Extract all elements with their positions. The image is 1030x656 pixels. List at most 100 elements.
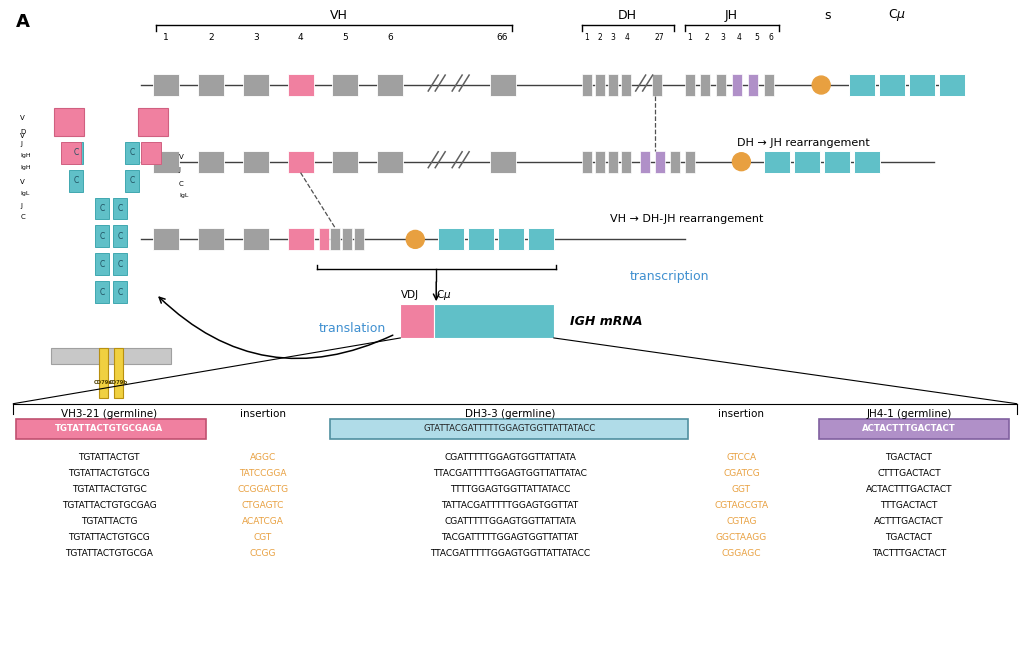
Text: 1: 1 (584, 33, 589, 42)
FancyBboxPatch shape (318, 228, 329, 251)
FancyBboxPatch shape (764, 151, 790, 173)
FancyBboxPatch shape (582, 74, 592, 96)
Text: D: D (21, 129, 26, 135)
Text: J: J (179, 167, 181, 173)
FancyBboxPatch shape (333, 74, 358, 96)
FancyBboxPatch shape (652, 74, 661, 96)
Text: insertion: insertion (718, 409, 764, 419)
Text: J: J (21, 203, 23, 209)
Text: GTATTACGATTTTTGGAGTGGTTATTATACC: GTATTACGATTTTTGGAGTGGTTATTATACC (424, 424, 596, 433)
Text: V: V (179, 154, 183, 159)
FancyBboxPatch shape (125, 142, 139, 164)
FancyBboxPatch shape (528, 228, 554, 251)
Text: C: C (21, 215, 25, 220)
Circle shape (732, 153, 751, 171)
FancyBboxPatch shape (819, 419, 1008, 438)
FancyBboxPatch shape (153, 74, 179, 96)
Text: ACTACTTTGACTACT: ACTACTTTGACTACT (865, 485, 952, 494)
FancyBboxPatch shape (354, 228, 365, 251)
FancyBboxPatch shape (16, 419, 206, 438)
Text: CGATTTTTGGAGTGGTTATTATA: CGATTTTTGGAGTGGTTATTATA (444, 453, 576, 462)
Text: TACGATTTTTGGAGTGGTTATTAT: TACGATTTTTGGAGTGGTTATTAT (442, 533, 579, 542)
Text: IGH mRNA: IGH mRNA (570, 314, 643, 327)
FancyBboxPatch shape (114, 348, 123, 398)
Text: JH: JH (725, 9, 737, 22)
Text: C: C (130, 148, 135, 157)
Text: IgL: IgL (179, 193, 188, 198)
FancyBboxPatch shape (198, 151, 224, 173)
Text: ACATCGA: ACATCGA (242, 517, 283, 525)
Text: C$\mu$: C$\mu$ (437, 288, 451, 302)
FancyBboxPatch shape (490, 151, 516, 173)
Text: VH3-21 (germline): VH3-21 (germline) (61, 409, 158, 419)
Text: VH → DH-JH rearrangement: VH → DH-JH rearrangement (610, 215, 763, 224)
Text: C: C (100, 260, 105, 269)
Text: J: J (21, 141, 23, 147)
FancyBboxPatch shape (908, 74, 935, 96)
Text: TACTTTGACTACT: TACTTTGACTACT (871, 548, 947, 558)
Text: transcription: transcription (629, 270, 710, 283)
Text: TGTATTACTGTGC: TGTATTACTGTGC (72, 485, 146, 494)
Text: C: C (179, 180, 183, 186)
FancyBboxPatch shape (61, 142, 81, 164)
FancyBboxPatch shape (854, 151, 880, 173)
FancyBboxPatch shape (141, 142, 161, 164)
Text: TATCCGGA: TATCCGGA (239, 469, 286, 478)
Text: TGTATTACTGTGCGA: TGTATTACTGTGCGA (65, 548, 153, 558)
Text: 1: 1 (687, 33, 692, 42)
FancyBboxPatch shape (95, 197, 109, 220)
FancyBboxPatch shape (594, 74, 605, 96)
FancyBboxPatch shape (670, 151, 680, 173)
Text: VH: VH (330, 9, 347, 22)
Text: V: V (21, 178, 25, 184)
Text: TGTATTACTGTGCGAG: TGTATTACTGTGCGAG (62, 501, 157, 510)
FancyBboxPatch shape (113, 197, 127, 220)
Text: TGACTACT: TGACTACT (886, 533, 932, 542)
Text: 2: 2 (597, 33, 603, 42)
FancyBboxPatch shape (95, 253, 109, 276)
Text: 2: 2 (208, 33, 213, 42)
Text: CGTAGCGTA: CGTAGCGTA (715, 501, 768, 510)
Text: 1: 1 (163, 33, 169, 42)
FancyBboxPatch shape (849, 74, 875, 96)
FancyBboxPatch shape (69, 170, 83, 192)
Text: 5: 5 (754, 33, 759, 42)
FancyBboxPatch shape (640, 151, 650, 173)
Text: C: C (117, 232, 123, 241)
FancyBboxPatch shape (153, 228, 179, 251)
FancyBboxPatch shape (55, 108, 84, 136)
FancyBboxPatch shape (685, 151, 694, 173)
FancyBboxPatch shape (113, 253, 127, 276)
FancyBboxPatch shape (287, 151, 313, 173)
Text: TTTGACTACT: TTTGACTACT (881, 501, 937, 510)
Text: DH → JH rearrangement: DH → JH rearrangement (737, 138, 870, 148)
FancyBboxPatch shape (764, 74, 775, 96)
FancyBboxPatch shape (468, 228, 494, 251)
FancyBboxPatch shape (939, 74, 965, 96)
Text: 4: 4 (736, 33, 742, 42)
FancyBboxPatch shape (621, 151, 630, 173)
Text: CGATCG: CGATCG (723, 469, 760, 478)
FancyBboxPatch shape (749, 74, 758, 96)
FancyBboxPatch shape (435, 304, 554, 338)
FancyBboxPatch shape (717, 74, 726, 96)
Text: CD79a: CD79a (94, 380, 113, 385)
Text: C: C (100, 232, 105, 241)
Text: C: C (130, 176, 135, 185)
Text: 6: 6 (768, 33, 774, 42)
Text: CGGAGC: CGGAGC (722, 548, 761, 558)
Text: CTGAGTC: CTGAGTC (241, 501, 284, 510)
Text: CTTTGACTACT: CTTTGACTACT (878, 469, 940, 478)
Text: A: A (16, 13, 30, 31)
Text: 4: 4 (298, 33, 304, 42)
Text: V: V (21, 133, 25, 139)
Text: GTCCA: GTCCA (726, 453, 756, 462)
Text: TGTATTACTGTGCG: TGTATTACTGTGCG (68, 533, 150, 542)
FancyBboxPatch shape (377, 151, 404, 173)
FancyBboxPatch shape (655, 151, 664, 173)
Text: 6: 6 (387, 33, 393, 42)
Text: C: C (117, 204, 123, 213)
Text: 5: 5 (343, 33, 348, 42)
Text: s: s (824, 9, 830, 22)
Text: CCGG: CCGG (249, 548, 276, 558)
